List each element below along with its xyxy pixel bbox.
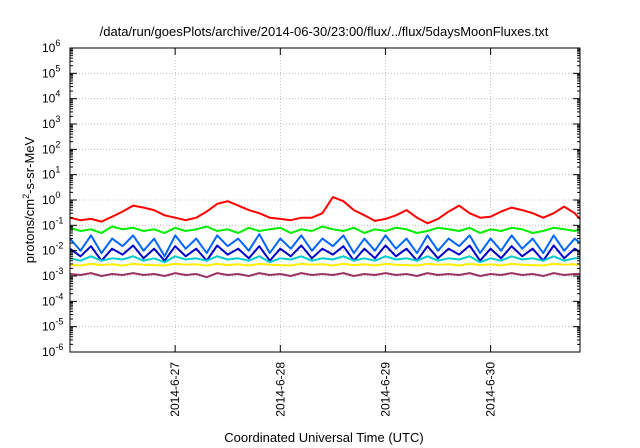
y-tick-label: 105 <box>42 63 60 80</box>
x-axis-label: Coordinated Universal Time (UTC) <box>224 430 423 445</box>
y-tick-label: 10-3 <box>42 266 63 283</box>
y-tick-exponent: -1 <box>55 215 63 225</box>
series-line <box>69 196 581 225</box>
series-line <box>69 272 580 279</box>
y-tick-exponent: -6 <box>55 342 63 352</box>
y-tick-label: 106 <box>42 38 60 55</box>
y-tick-exponent: 4 <box>55 89 60 99</box>
y-tick-exponent: -3 <box>55 266 63 276</box>
y-axis-label-prefix: protons/cm <box>22 199 37 263</box>
y-tick-labels: 10-610-510-410-310-210-11001011021031041… <box>42 38 63 359</box>
y-tick-label: 10-5 <box>42 317 63 334</box>
x-tick-labels: 2014-6-27 2014-6-28 2014-6-29 2014-6-30 <box>168 362 497 417</box>
y-tick-base: 10 <box>42 320 56 334</box>
y-tick-label: 10-6 <box>42 342 63 359</box>
x-tick-label: 2014-6-29 <box>378 362 392 417</box>
y-tick-base: 10 <box>42 92 56 106</box>
x-tick-label: 2014-6-30 <box>484 362 498 417</box>
y-tick-exponent: 5 <box>55 63 60 73</box>
y-axis-label-suffix: -s-sr-MeV <box>22 136 37 193</box>
y-axis-label: protons/cm2-s-sr-MeV <box>21 136 37 263</box>
y-tick-base: 10 <box>42 218 56 232</box>
y-tick-label: 103 <box>42 114 60 131</box>
y-tick-exponent: -2 <box>55 241 63 251</box>
y-tick-base: 10 <box>42 244 56 258</box>
y-tick-base: 10 <box>42 294 56 308</box>
tick-marks <box>70 47 580 353</box>
series-layer <box>69 196 581 279</box>
series-line <box>69 255 580 264</box>
y-tick-base: 10 <box>42 193 56 207</box>
chart-title: /data/run/goesPlots/archive/2014-06-30/2… <box>100 24 549 39</box>
y-axis-label-sup: 2 <box>21 194 31 199</box>
series-line <box>69 262 581 267</box>
y-tick-base: 10 <box>42 168 56 182</box>
y-tick-exponent: 3 <box>55 114 60 124</box>
y-tick-base: 10 <box>42 66 56 80</box>
series-line <box>69 244 581 262</box>
y-tick-exponent: -4 <box>55 291 63 301</box>
y-tick-base: 10 <box>42 117 56 131</box>
y-tick-exponent: -5 <box>55 317 63 327</box>
x-tick-label: 2014-6-28 <box>273 362 287 417</box>
grid-lines <box>70 48 580 352</box>
y-tick-exponent: 2 <box>55 139 60 149</box>
y-tick-exponent: 1 <box>55 165 60 175</box>
y-tick-label: 10-1 <box>42 215 63 232</box>
y-tick-exponent: 6 <box>55 38 60 48</box>
y-tick-label: 10-4 <box>42 291 63 308</box>
y-tick-base: 10 <box>42 345 56 359</box>
y-tick-label: 100 <box>42 190 60 207</box>
x-tick-label: 2014-6-27 <box>168 362 182 417</box>
y-tick-label: 10-2 <box>42 241 63 258</box>
series-line <box>69 225 581 234</box>
y-tick-base: 10 <box>42 142 56 156</box>
series-line <box>69 233 581 258</box>
y-tick-label: 102 <box>42 139 60 156</box>
y-tick-base: 10 <box>42 41 56 55</box>
y-tick-base: 10 <box>42 269 56 283</box>
y-tick-label: 101 <box>42 165 60 182</box>
y-tick-label: 104 <box>42 89 60 106</box>
y-tick-exponent: 0 <box>55 190 60 200</box>
